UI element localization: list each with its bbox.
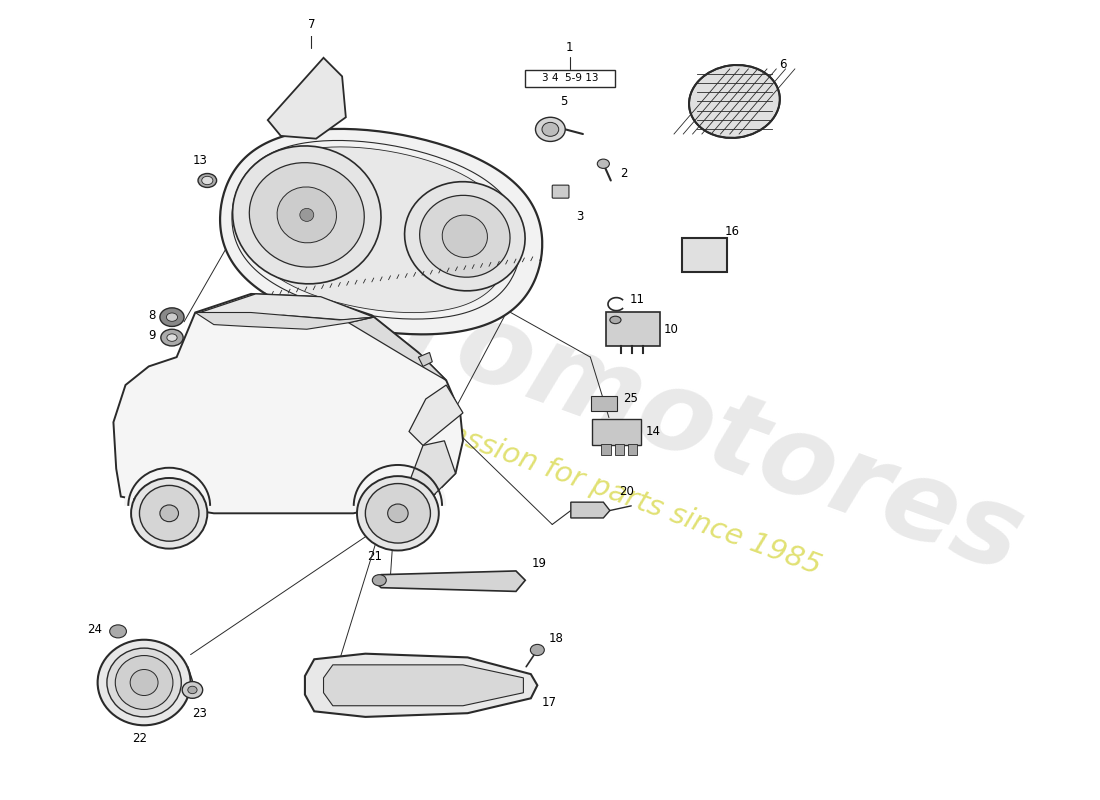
Ellipse shape bbox=[188, 686, 197, 694]
Ellipse shape bbox=[277, 187, 337, 243]
Text: 3: 3 bbox=[576, 210, 584, 223]
Ellipse shape bbox=[98, 640, 190, 726]
Ellipse shape bbox=[419, 195, 510, 278]
Text: 14: 14 bbox=[646, 425, 661, 438]
Ellipse shape bbox=[166, 313, 177, 322]
Text: 15: 15 bbox=[327, 311, 342, 325]
Ellipse shape bbox=[161, 330, 183, 346]
Polygon shape bbox=[220, 129, 542, 334]
FancyBboxPatch shape bbox=[627, 443, 637, 454]
FancyBboxPatch shape bbox=[602, 443, 610, 454]
FancyBboxPatch shape bbox=[682, 238, 727, 271]
Ellipse shape bbox=[609, 316, 622, 324]
Polygon shape bbox=[571, 502, 609, 518]
Text: 16: 16 bbox=[725, 225, 740, 238]
Text: euromotores: euromotores bbox=[245, 221, 1037, 596]
Text: 24: 24 bbox=[87, 623, 102, 636]
Polygon shape bbox=[305, 654, 537, 717]
Text: 21: 21 bbox=[367, 550, 382, 562]
Polygon shape bbox=[267, 58, 345, 138]
Polygon shape bbox=[323, 665, 524, 706]
Text: 9: 9 bbox=[147, 330, 155, 342]
FancyBboxPatch shape bbox=[606, 313, 660, 346]
Ellipse shape bbox=[201, 176, 213, 185]
Ellipse shape bbox=[542, 122, 559, 136]
Ellipse shape bbox=[198, 174, 217, 187]
Ellipse shape bbox=[372, 574, 386, 586]
Text: 1: 1 bbox=[566, 41, 573, 54]
Polygon shape bbox=[200, 294, 374, 320]
Text: 7: 7 bbox=[308, 18, 316, 31]
Ellipse shape bbox=[232, 146, 381, 284]
FancyBboxPatch shape bbox=[592, 419, 640, 446]
Ellipse shape bbox=[107, 648, 182, 717]
Ellipse shape bbox=[130, 670, 158, 695]
Text: 5: 5 bbox=[561, 95, 568, 108]
Ellipse shape bbox=[597, 159, 609, 169]
Text: 19: 19 bbox=[531, 557, 547, 570]
Ellipse shape bbox=[160, 308, 184, 326]
Text: 25: 25 bbox=[623, 393, 638, 406]
Text: 20: 20 bbox=[619, 486, 634, 498]
Text: 2: 2 bbox=[620, 166, 628, 179]
Ellipse shape bbox=[365, 483, 430, 543]
Text: 22: 22 bbox=[132, 732, 147, 745]
Ellipse shape bbox=[160, 505, 178, 522]
Ellipse shape bbox=[689, 65, 780, 138]
Text: 18: 18 bbox=[549, 632, 563, 646]
Ellipse shape bbox=[140, 486, 199, 541]
Ellipse shape bbox=[250, 162, 364, 267]
Text: 8: 8 bbox=[147, 309, 155, 322]
Ellipse shape bbox=[116, 655, 173, 710]
Text: 13: 13 bbox=[192, 154, 207, 166]
Ellipse shape bbox=[110, 625, 126, 638]
Text: 6: 6 bbox=[779, 58, 786, 70]
Text: SET: SET bbox=[693, 250, 716, 260]
Text: a passion for parts since 1985: a passion for parts since 1985 bbox=[403, 403, 825, 580]
Ellipse shape bbox=[387, 504, 408, 522]
Text: 10: 10 bbox=[663, 322, 679, 336]
Ellipse shape bbox=[300, 208, 313, 222]
Ellipse shape bbox=[131, 478, 207, 549]
Ellipse shape bbox=[536, 118, 565, 142]
Polygon shape bbox=[113, 294, 463, 514]
Polygon shape bbox=[409, 441, 455, 497]
Text: 23: 23 bbox=[192, 706, 207, 720]
Polygon shape bbox=[374, 571, 526, 591]
FancyBboxPatch shape bbox=[615, 443, 624, 454]
FancyBboxPatch shape bbox=[592, 396, 617, 411]
Ellipse shape bbox=[530, 644, 544, 655]
Text: 3 4  5-9 13: 3 4 5-9 13 bbox=[541, 74, 598, 83]
Polygon shape bbox=[242, 147, 510, 313]
Text: 17: 17 bbox=[542, 695, 557, 709]
Text: 11: 11 bbox=[629, 293, 645, 306]
Ellipse shape bbox=[358, 476, 439, 550]
Polygon shape bbox=[409, 385, 463, 446]
Ellipse shape bbox=[442, 215, 487, 258]
FancyBboxPatch shape bbox=[552, 185, 569, 198]
Text: 12: 12 bbox=[628, 318, 643, 331]
Ellipse shape bbox=[167, 334, 177, 342]
Polygon shape bbox=[418, 353, 432, 366]
Ellipse shape bbox=[405, 182, 525, 291]
Polygon shape bbox=[349, 317, 447, 380]
Ellipse shape bbox=[346, 324, 378, 350]
Polygon shape bbox=[195, 313, 374, 330]
Ellipse shape bbox=[183, 682, 202, 698]
